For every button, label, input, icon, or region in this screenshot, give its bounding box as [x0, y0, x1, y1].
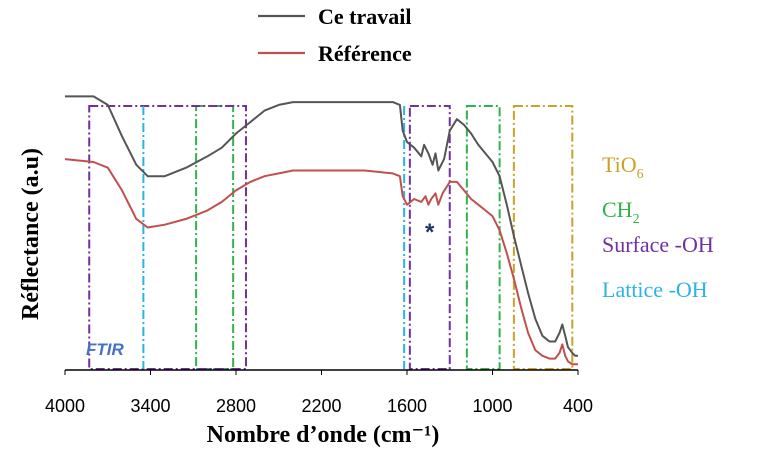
region-box-1-1	[465, 105, 501, 370]
region-label-lattice-oh: Lattice -OH	[602, 277, 708, 302]
x-tick-label: 2800	[216, 396, 256, 416]
x-tick-label: 400	[563, 396, 593, 416]
x-tick-label: 1000	[472, 396, 512, 416]
x-axis-label: Nombre d’onde (cm⁻¹)	[207, 422, 440, 448]
legend: Ce travail Référence	[258, 4, 412, 66]
region-label-tio6: TiO6	[602, 152, 644, 182]
x-tick-label: 2200	[301, 396, 341, 416]
region-label-surface-oh: Surface -OH	[602, 232, 714, 257]
region-label-tio6-subscript: 6	[637, 167, 644, 182]
region-legend: TiO6 CH2 Surface -OH Lattice -OH	[602, 152, 714, 302]
x-tick-label: 1600	[387, 396, 427, 416]
series-line-0	[65, 95, 578, 357]
x-tick-label: 3400	[130, 396, 170, 416]
legend-label-reference: Référence	[318, 41, 412, 66]
legend-label-ce-travail: Ce travail	[318, 4, 411, 29]
series-lines	[64, 95, 578, 366]
annotation-ftir: FTIR	[86, 340, 124, 359]
region-box-1-0	[195, 105, 235, 370]
region-box-2-1	[408, 105, 451, 370]
region-box-2-0	[88, 105, 247, 370]
annotation-asterisk: *	[425, 219, 435, 246]
x-tick-label: 4000	[45, 396, 85, 416]
region-label-ch2-subscript: 2	[633, 212, 640, 227]
region-markers	[88, 105, 574, 370]
series-line-1	[64, 158, 578, 366]
x-tick-labels: 4000 3400 2800 2200 1600 1000 400	[45, 370, 593, 416]
y-axis-label: Réflectance (a.u)	[18, 148, 44, 320]
region-label-ch2: CH2	[602, 197, 640, 227]
